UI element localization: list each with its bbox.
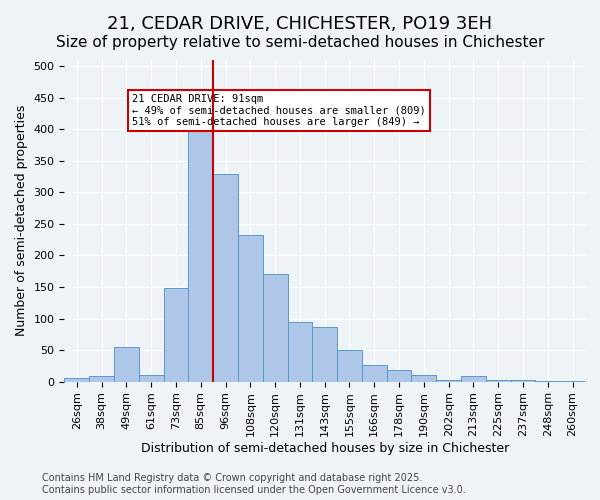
Bar xyxy=(188,117,213,382)
Bar xyxy=(263,274,287,382)
Text: Contains HM Land Registry data © Crown copyright and database right 2025.
Contai: Contains HM Land Registry data © Crown c… xyxy=(42,474,466,495)
Bar xyxy=(164,288,188,382)
Bar xyxy=(114,347,139,382)
Text: 21, CEDAR DRIVE, CHICHESTER, PO19 3EH: 21, CEDAR DRIVE, CHICHESTER, PO19 3EH xyxy=(107,15,493,33)
Bar xyxy=(337,350,362,382)
Text: 21 CEDAR DRIVE: 91sqm
← 49% of semi-detached houses are smaller (809)
51% of sem: 21 CEDAR DRIVE: 91sqm ← 49% of semi-deta… xyxy=(132,94,426,127)
Bar xyxy=(287,322,313,382)
Bar xyxy=(89,376,114,382)
Bar xyxy=(362,364,386,382)
Bar xyxy=(560,381,585,382)
Bar xyxy=(461,376,486,382)
Bar xyxy=(486,380,511,382)
X-axis label: Distribution of semi-detached houses by size in Chichester: Distribution of semi-detached houses by … xyxy=(140,442,509,455)
Bar xyxy=(213,174,238,382)
Bar xyxy=(386,370,412,382)
Bar xyxy=(64,378,89,382)
Y-axis label: Number of semi-detached properties: Number of semi-detached properties xyxy=(15,105,28,336)
Bar xyxy=(436,380,461,382)
Bar xyxy=(238,236,263,382)
Text: Size of property relative to semi-detached houses in Chichester: Size of property relative to semi-detach… xyxy=(56,35,544,50)
Bar xyxy=(313,328,337,382)
Bar xyxy=(412,376,436,382)
Bar xyxy=(139,376,164,382)
Bar xyxy=(535,381,560,382)
Bar xyxy=(511,380,535,382)
